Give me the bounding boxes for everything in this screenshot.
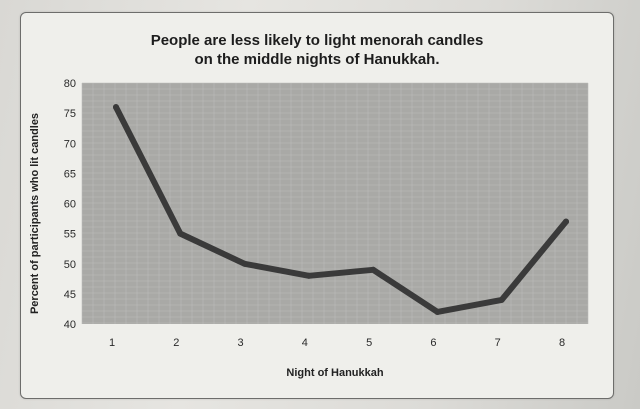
data-point-night-4 <box>305 272 312 279</box>
x-axis-label: Night of Hanukkah <box>286 367 383 379</box>
y-tick-label: 40 <box>64 319 76 331</box>
y-tick-label: 75 <box>64 108 76 120</box>
data-point-night-1 <box>113 104 119 111</box>
y-tick-labels: 40 45 50 55 60 65 70 75 80 <box>64 78 76 331</box>
x-tick-labels: 1 2 3 4 5 6 7 8 <box>109 337 565 349</box>
data-point-night-5 <box>370 266 377 273</box>
y-tick-label: 60 <box>64 199 76 211</box>
data-point-night-6 <box>434 308 441 315</box>
y-axis-label: Percent of participants who lit candles <box>29 113 41 314</box>
data-point-night-7 <box>498 296 505 303</box>
chart-title: People are less likely to light menorah … <box>21 31 613 69</box>
x-tick-label: 1 <box>109 337 115 349</box>
data-point-night-2 <box>177 230 184 237</box>
x-tick-label: 4 <box>302 337 308 349</box>
data-point-night-3 <box>241 260 248 267</box>
x-tick-label: 7 <box>495 337 501 349</box>
y-tick-label: 50 <box>64 259 76 271</box>
x-tick-label: 5 <box>366 337 372 349</box>
x-tick-label: 8 <box>559 337 565 349</box>
data-point-night-8 <box>563 218 569 225</box>
y-tick-label: 70 <box>64 138 76 150</box>
y-tick-label: 45 <box>64 289 76 301</box>
grid-lines <box>81 82 589 324</box>
chart-title-line-2: on the middle nights of Hanukkah. <box>194 51 440 68</box>
series-line <box>113 104 569 315</box>
y-tick-label: 55 <box>64 229 76 241</box>
chart-title-line-1: People are less likely to light menorah … <box>150 32 484 49</box>
x-tick-label: 2 <box>173 337 179 349</box>
y-tick-label: 80 <box>64 78 76 90</box>
data-points <box>113 104 569 315</box>
x-tick-label: 6 <box>430 337 436 349</box>
x-tick-label: 3 <box>238 337 244 349</box>
y-tick-label: 65 <box>64 168 76 180</box>
